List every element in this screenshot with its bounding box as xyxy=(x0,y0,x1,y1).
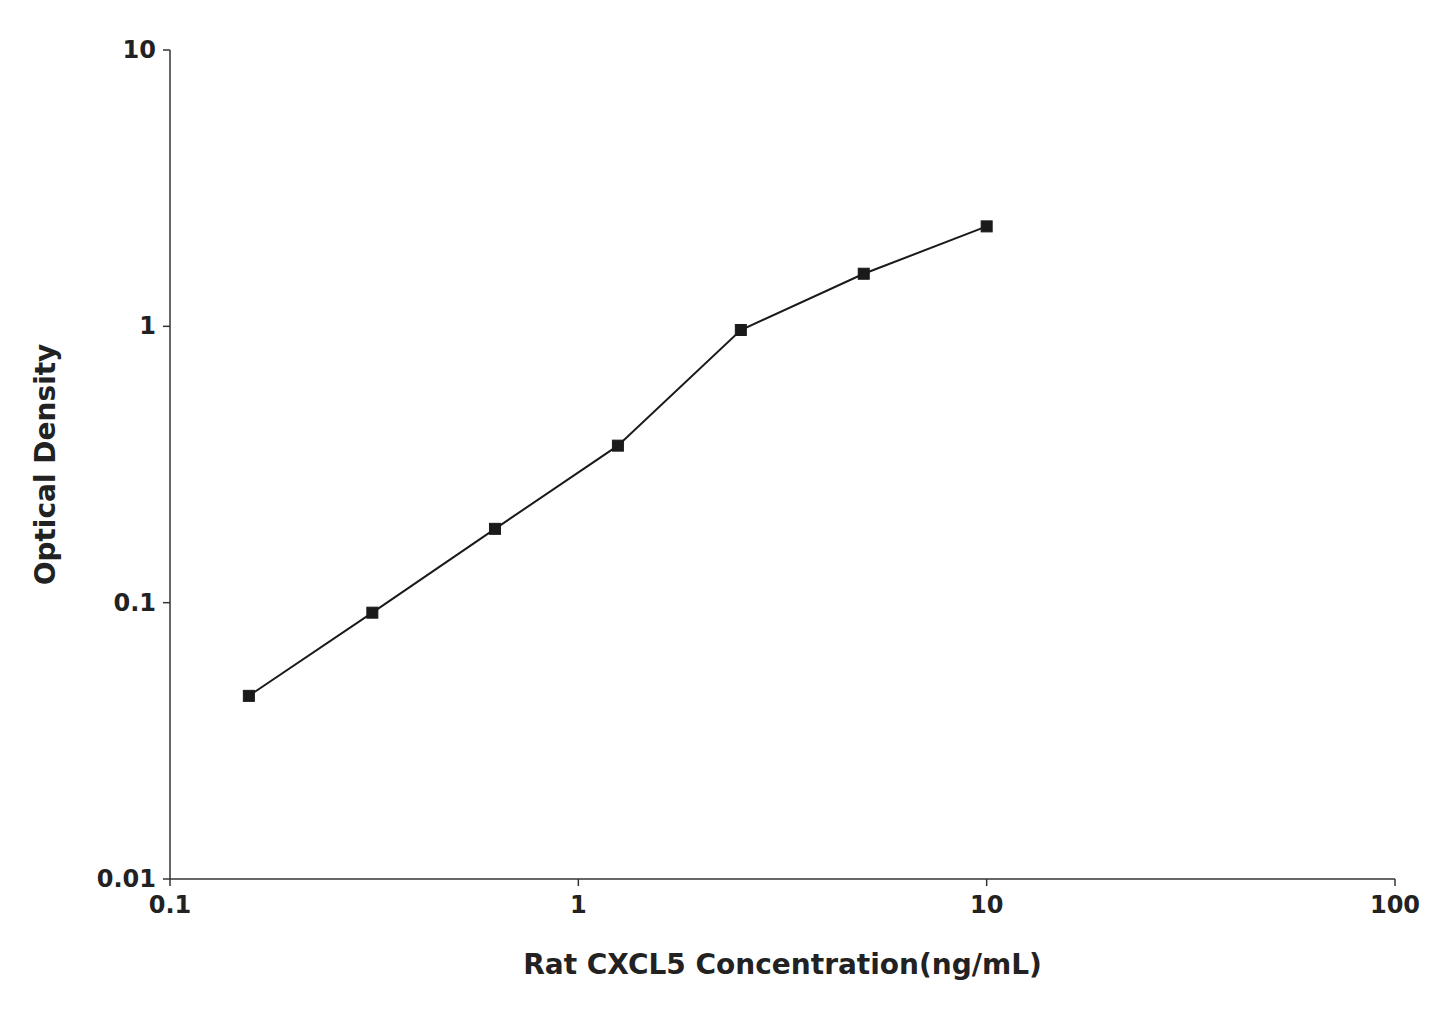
marker xyxy=(489,523,500,534)
y-axis: 0.01 0.1 1 10 xyxy=(97,36,170,893)
x-tick-label: 10 xyxy=(970,891,1003,919)
y-axis-line xyxy=(169,50,171,879)
x-axis: 0.1 1 10 100 xyxy=(149,879,1420,919)
y-tick xyxy=(163,878,170,880)
chart-container: 0.1 1 10 100 Rat CXCL5 Concentration(ng/mL) 0… xyxy=(0,0,1445,1009)
y-tick xyxy=(163,602,170,604)
marker xyxy=(858,268,869,279)
x-tick xyxy=(578,879,580,886)
y-axis-label: Optical Density xyxy=(29,344,62,586)
marker xyxy=(612,440,623,451)
x-axis-label: Rat CXCL5 Concentration(ng/mL) xyxy=(523,948,1042,981)
x-tick-label: 0.1 xyxy=(149,891,192,919)
y-tick-label: 10 xyxy=(123,36,156,64)
y-tick xyxy=(163,326,170,328)
y-tick-label: 0.01 xyxy=(97,865,156,893)
y-tick-label: 0.1 xyxy=(113,589,156,617)
plot-area: 0.1 1 10 100 Rat CXCL5 Concentration(ng/mL) 0… xyxy=(29,36,1420,981)
x-tick xyxy=(986,879,988,886)
x-tick xyxy=(1394,879,1396,886)
x-axis-line xyxy=(170,878,1395,880)
marker xyxy=(367,607,378,618)
x-tick-label: 100 xyxy=(1370,891,1420,919)
x-tick xyxy=(169,879,171,886)
data-layer xyxy=(243,221,992,701)
marker xyxy=(243,690,254,701)
y-tick xyxy=(163,49,170,51)
y-tick-label: 1 xyxy=(139,312,156,340)
marker xyxy=(981,221,992,232)
chart-svg: 0.1 1 10 100 Rat CXCL5 Concentration(ng/mL) 0… xyxy=(0,0,1445,1009)
line xyxy=(249,226,987,695)
x-tick-label: 1 xyxy=(570,891,587,919)
marker xyxy=(735,324,746,335)
